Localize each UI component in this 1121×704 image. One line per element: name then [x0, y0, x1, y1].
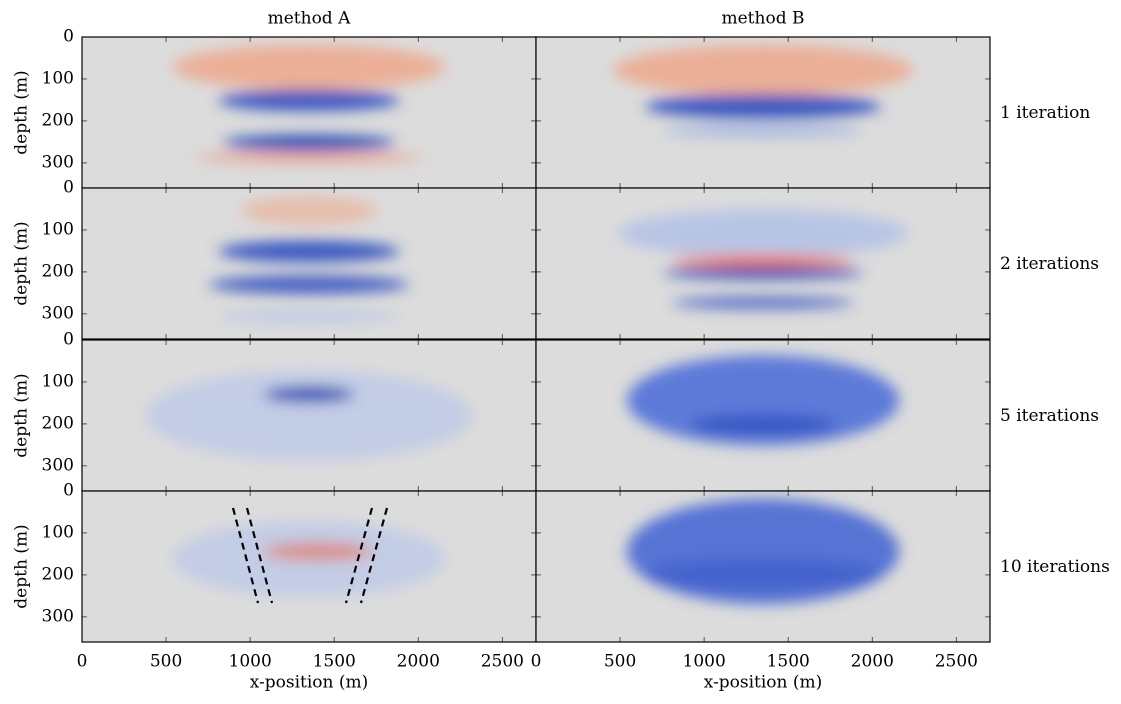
heatmap-feature	[263, 542, 373, 561]
heatmap-field	[613, 44, 913, 139]
x-axis-label: x-position (m)	[250, 673, 369, 693]
column-title: method A	[268, 9, 351, 29]
heatmap-blur	[172, 521, 446, 597]
x-tick-label: 0	[77, 652, 88, 672]
heatmap-feature	[663, 266, 863, 279]
x-tick-label: 1500	[767, 652, 810, 672]
y-tick-label: 100	[42, 68, 74, 88]
y-tick-label: 200	[42, 110, 74, 130]
x-tick-label: 2500	[481, 652, 524, 672]
y-axis-label: depth (m)	[12, 373, 32, 457]
y-tick-label: 100	[42, 522, 74, 542]
y-tick-label: 0	[63, 178, 74, 198]
heatmap-blur	[613, 44, 913, 139]
panel: 0 500 1000 1500 2000 2500 10 iterations x-posit…	[531, 490, 1110, 693]
x-tick-label: 500	[604, 652, 636, 672]
heatmap-feature	[218, 310, 400, 323]
heatmap-feature	[172, 44, 446, 90]
panel: 0 100 200 300 depth (m)	[12, 178, 537, 340]
heatmap-feature	[644, 558, 882, 590]
y-tick-label: 300	[42, 606, 74, 626]
heatmap-feature	[218, 89, 400, 111]
x-tick-label: 0	[531, 652, 542, 672]
heatmap-blur	[617, 209, 909, 309]
y-tick-label: 300	[42, 455, 74, 475]
heatmap-feature	[195, 153, 423, 163]
x-tick-label: 2500	[935, 652, 978, 672]
panel: 2 iterations	[535, 187, 1099, 340]
column-title: method B	[722, 9, 805, 29]
panel: 0 100 200 300 method A depth (m)	[12, 9, 537, 189]
heatmap-feature	[263, 386, 355, 402]
heatmap-blur	[626, 355, 900, 446]
x-axis-label: x-position (m)	[704, 673, 823, 693]
panel: method B 1 iteration	[535, 9, 1090, 189]
x-tick-label: 1000	[229, 652, 272, 672]
heatmap-blur	[626, 498, 900, 605]
x-tick-label: 2000	[851, 652, 894, 672]
y-tick-label: 200	[42, 261, 74, 281]
row-label: 1 iteration	[1000, 103, 1090, 123]
x-tick-label: 1500	[313, 652, 356, 672]
heatmap-feature	[209, 275, 409, 294]
y-tick-label: 200	[42, 413, 74, 433]
panel: 5 iterations	[535, 339, 1099, 492]
heatmap-feature	[240, 195, 378, 226]
y-tick-label: 300	[42, 303, 74, 323]
panel-frame	[535, 187, 991, 340]
y-tick-label: 200	[42, 564, 74, 584]
panel: 0 500 1000 1500 2000 2500 0 100 200 300 depth (m) x…	[12, 481, 537, 693]
heatmap-field	[617, 209, 909, 309]
heatmap-feature	[218, 240, 400, 262]
x-tick-label: 2000	[397, 652, 440, 672]
heatmap-feature	[663, 123, 863, 139]
heatmap-feature	[222, 135, 396, 151]
heatmap-field	[626, 355, 900, 446]
heatmap-field	[145, 370, 473, 461]
y-axis-label: depth (m)	[12, 524, 32, 608]
heatmap-blur	[145, 370, 473, 461]
heatmap-blur	[172, 44, 446, 163]
y-tick-label: 100	[42, 219, 74, 239]
row-label: 2 iterations	[1000, 254, 1099, 274]
y-tick-label: 0	[63, 27, 74, 47]
heatmap-blur	[209, 195, 409, 323]
heatmap-feature	[672, 296, 854, 309]
heatmap-feature	[613, 44, 913, 96]
heatmap-field	[172, 521, 446, 597]
heatmap-field	[626, 498, 900, 605]
y-axis-label: depth (m)	[12, 221, 32, 305]
y-tick-label: 0	[63, 481, 74, 501]
heatmap-feature	[145, 370, 473, 461]
x-tick-label: 500	[150, 652, 182, 672]
panel-frame	[535, 490, 991, 643]
y-tick-label: 300	[42, 152, 74, 172]
row-label: 5 iterations	[1000, 406, 1099, 426]
x-tick-label: 1000	[683, 652, 726, 672]
heatmap-field	[172, 44, 446, 163]
heatmap-feature	[617, 209, 909, 258]
row-label: 10 iterations	[1000, 557, 1110, 577]
heatmap-feature	[644, 94, 882, 119]
heatmap-feature	[690, 415, 836, 434]
y-tick-label: 0	[63, 330, 74, 350]
heatmap-field	[209, 195, 409, 323]
heatmap-feature	[672, 254, 854, 267]
y-tick-label: 100	[42, 371, 74, 391]
y-axis-label: depth (m)	[12, 70, 32, 154]
panel: 0 100 200 300 depth (m)	[12, 330, 537, 492]
dashed-guides	[231, 507, 389, 604]
